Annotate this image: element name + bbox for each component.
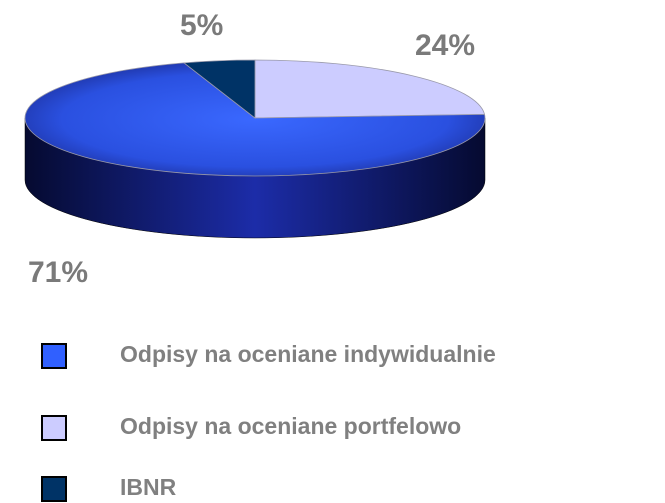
legend-swatch: [41, 343, 67, 369]
data-label: 5%: [180, 9, 223, 42]
pie-slice: [254, 59, 486, 119]
legend-label: Odpisy na oceniane portfelowo: [120, 413, 461, 439]
legend-swatch: [41, 415, 67, 441]
pie-slice: [182, 59, 256, 119]
legend-label: IBNR: [120, 474, 177, 500]
legend-swatch: [41, 476, 67, 502]
data-label: 71%: [28, 256, 88, 289]
data-label: 24%: [415, 29, 475, 62]
legend-label: Odpisy na oceniane indywidualnie: [120, 341, 496, 367]
pie-slice: [24, 62, 486, 177]
